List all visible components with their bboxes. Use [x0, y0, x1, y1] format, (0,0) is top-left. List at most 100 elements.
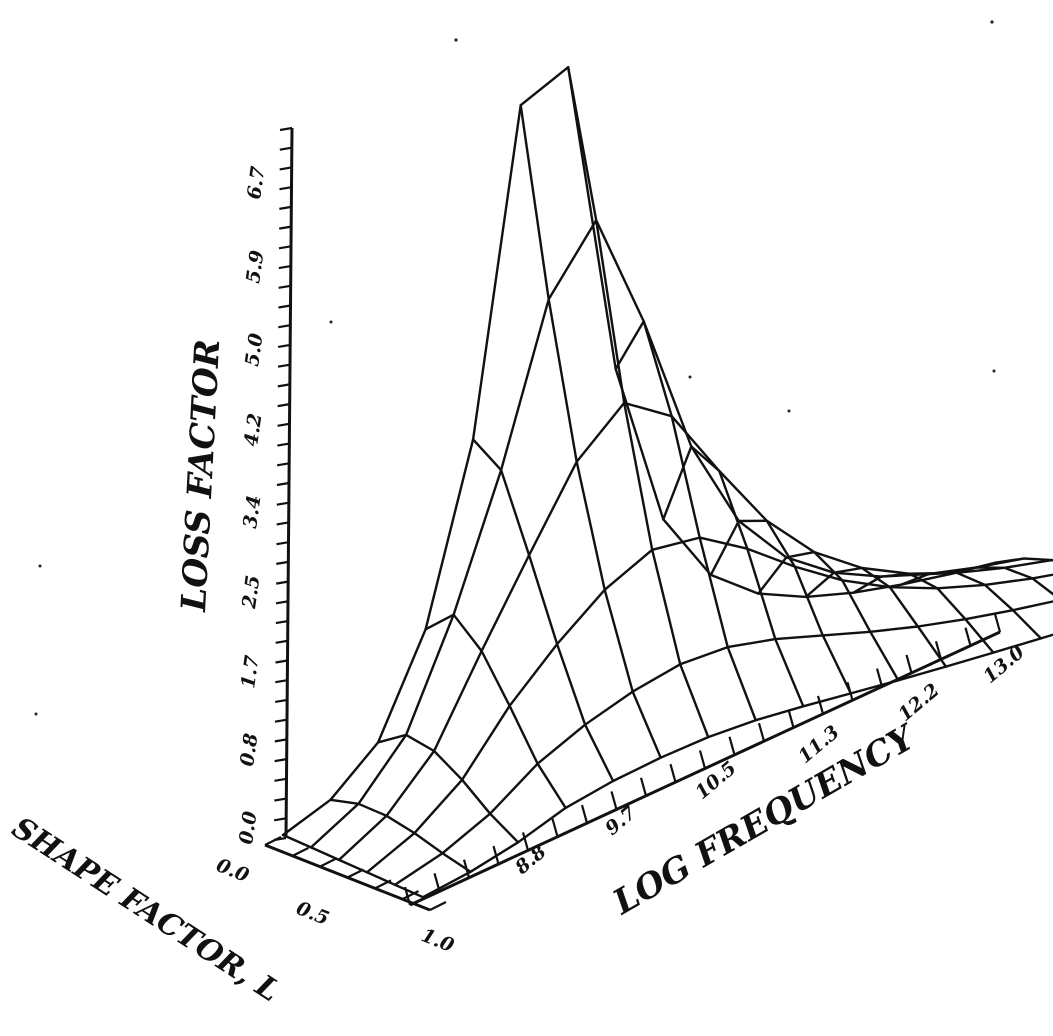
z-axis-tick [277, 383, 291, 388]
z-axis-tick [275, 600, 289, 605]
z-axis-tick [278, 225, 292, 230]
x-axis-tick [580, 804, 589, 824]
x-axis-tick [757, 722, 766, 742]
z-axis-tick [275, 639, 288, 644]
x-axis-tick [993, 613, 1002, 633]
mesh-line-shape [471, 438, 615, 783]
z-axis-tick [278, 284, 291, 289]
x-axis-tick [934, 641, 943, 660]
z-tick-label-6: 5.0 [241, 332, 267, 368]
mesh-line-frequency [421, 633, 1053, 899]
z-tick-label-5: 4.2 [240, 412, 266, 448]
mesh-line-shape [424, 613, 567, 810]
z-axis-tick [276, 462, 290, 467]
z-axis-tick [276, 481, 290, 487]
y-axis-tick [347, 868, 364, 879]
x-axis-tick [698, 750, 707, 769]
z-axis-tick [279, 126, 293, 132]
mesh-line-shape [852, 572, 995, 654]
y-axis-tick [374, 879, 392, 890]
mesh-line-frequency [281, 65, 998, 837]
z-axis-tick [275, 659, 288, 664]
z-axis-tick [274, 738, 288, 743]
y-axis-tick [402, 890, 419, 901]
z-axis-tick [276, 541, 289, 546]
x-axis-tick [964, 627, 972, 646]
z-axis-tick [274, 797, 287, 802]
x-tick-label-0: 8.8 [510, 841, 550, 880]
z-axis-tick [276, 521, 289, 526]
z-axis-tick [277, 363, 291, 368]
mesh-line-frequency [393, 600, 1053, 886]
z-axis-tick [274, 777, 287, 782]
x-axis-tick [846, 681, 854, 701]
z-axis-tick [276, 560, 289, 565]
surface-mesh [281, 65, 1053, 899]
mesh-line-shape [709, 519, 852, 695]
x-axis-tick [669, 763, 677, 783]
x-axis-tick [433, 873, 441, 892]
speck [38, 564, 42, 568]
z-tick-label-8: 6.7 [243, 165, 269, 201]
x-axis-tick [462, 859, 471, 878]
z-axis-tick [278, 324, 291, 329]
z-axis-tick [278, 245, 292, 250]
speck [992, 369, 996, 373]
mesh-line-shape [376, 733, 520, 844]
speck [329, 320, 333, 324]
speck [34, 712, 38, 716]
x-axis-tick [521, 832, 530, 851]
x-axis-tick [787, 709, 795, 728]
z-tick-label-7: 5.9 [242, 249, 268, 285]
z-axis-tick [279, 146, 293, 151]
x-axis-tick [610, 791, 618, 810]
z-axis-tick [279, 166, 292, 171]
z-tick-label-0: 0.0 [235, 810, 261, 846]
z-axis-tick [278, 264, 292, 270]
y-tick-label-0: 0.0 [213, 854, 252, 887]
z-axis-tick [278, 304, 291, 309]
mesh-line-shape [614, 320, 757, 722]
z-axis-tick [277, 442, 290, 447]
y-axis-tick [292, 846, 309, 857]
mesh-line-shape [281, 833, 425, 899]
mesh-line-shape [947, 566, 1053, 596]
scan-specks [34, 20, 996, 716]
mesh-line-shape [899, 571, 1043, 640]
x-axis-tick [875, 668, 884, 687]
x-axis-tick [551, 818, 559, 838]
speck [688, 375, 692, 379]
mesh-line-shape [329, 798, 472, 873]
z-axis-tick [279, 205, 292, 210]
z-axis-tick [279, 186, 292, 191]
z-tick-label-1: 0.8 [236, 732, 262, 768]
z-axis-tick [273, 817, 287, 822]
mesh-line-shape [567, 65, 710, 739]
mesh-line-shape [804, 566, 948, 668]
y-axis-tick [429, 901, 447, 911]
z-tick-label-4: 3.4 [239, 494, 265, 530]
x-axis-title: LOG FREQUENCY [606, 717, 924, 924]
z-axis-tick [275, 619, 289, 625]
mesh-line-shape [662, 445, 805, 708]
mesh-line-shape [994, 557, 1053, 564]
mesh-line-frequency [365, 536, 1053, 874]
x-tick-label-1: 9.7 [601, 802, 640, 840]
x-axis-tick [816, 695, 825, 715]
x-axis-tick [905, 654, 913, 674]
z-tick-labels: 0.0 0.8 1.7 2.5 3.4 4.2 5.0 5.9 6.7 [235, 165, 269, 846]
x-axis-tick [639, 777, 648, 797]
z-axis-tick [276, 501, 290, 506]
y-tick-label-1: 0.5 [293, 897, 332, 930]
z-axis-tick [274, 698, 288, 704]
mesh-line-shape [757, 550, 900, 682]
y-axis-tick [319, 857, 337, 868]
x-axis-tick [492, 845, 500, 865]
x-axis-tick [728, 736, 736, 756]
z-axis-title: LOSS FACTOR [174, 338, 228, 613]
z-axis-tick [277, 422, 290, 427]
speck [787, 409, 791, 413]
z-axis-tick [274, 718, 288, 723]
z-axis-tick [277, 403, 290, 408]
x-tick-labels: 8.8 9.7 10.5 11.3 12.2 13.0 [510, 641, 1028, 879]
